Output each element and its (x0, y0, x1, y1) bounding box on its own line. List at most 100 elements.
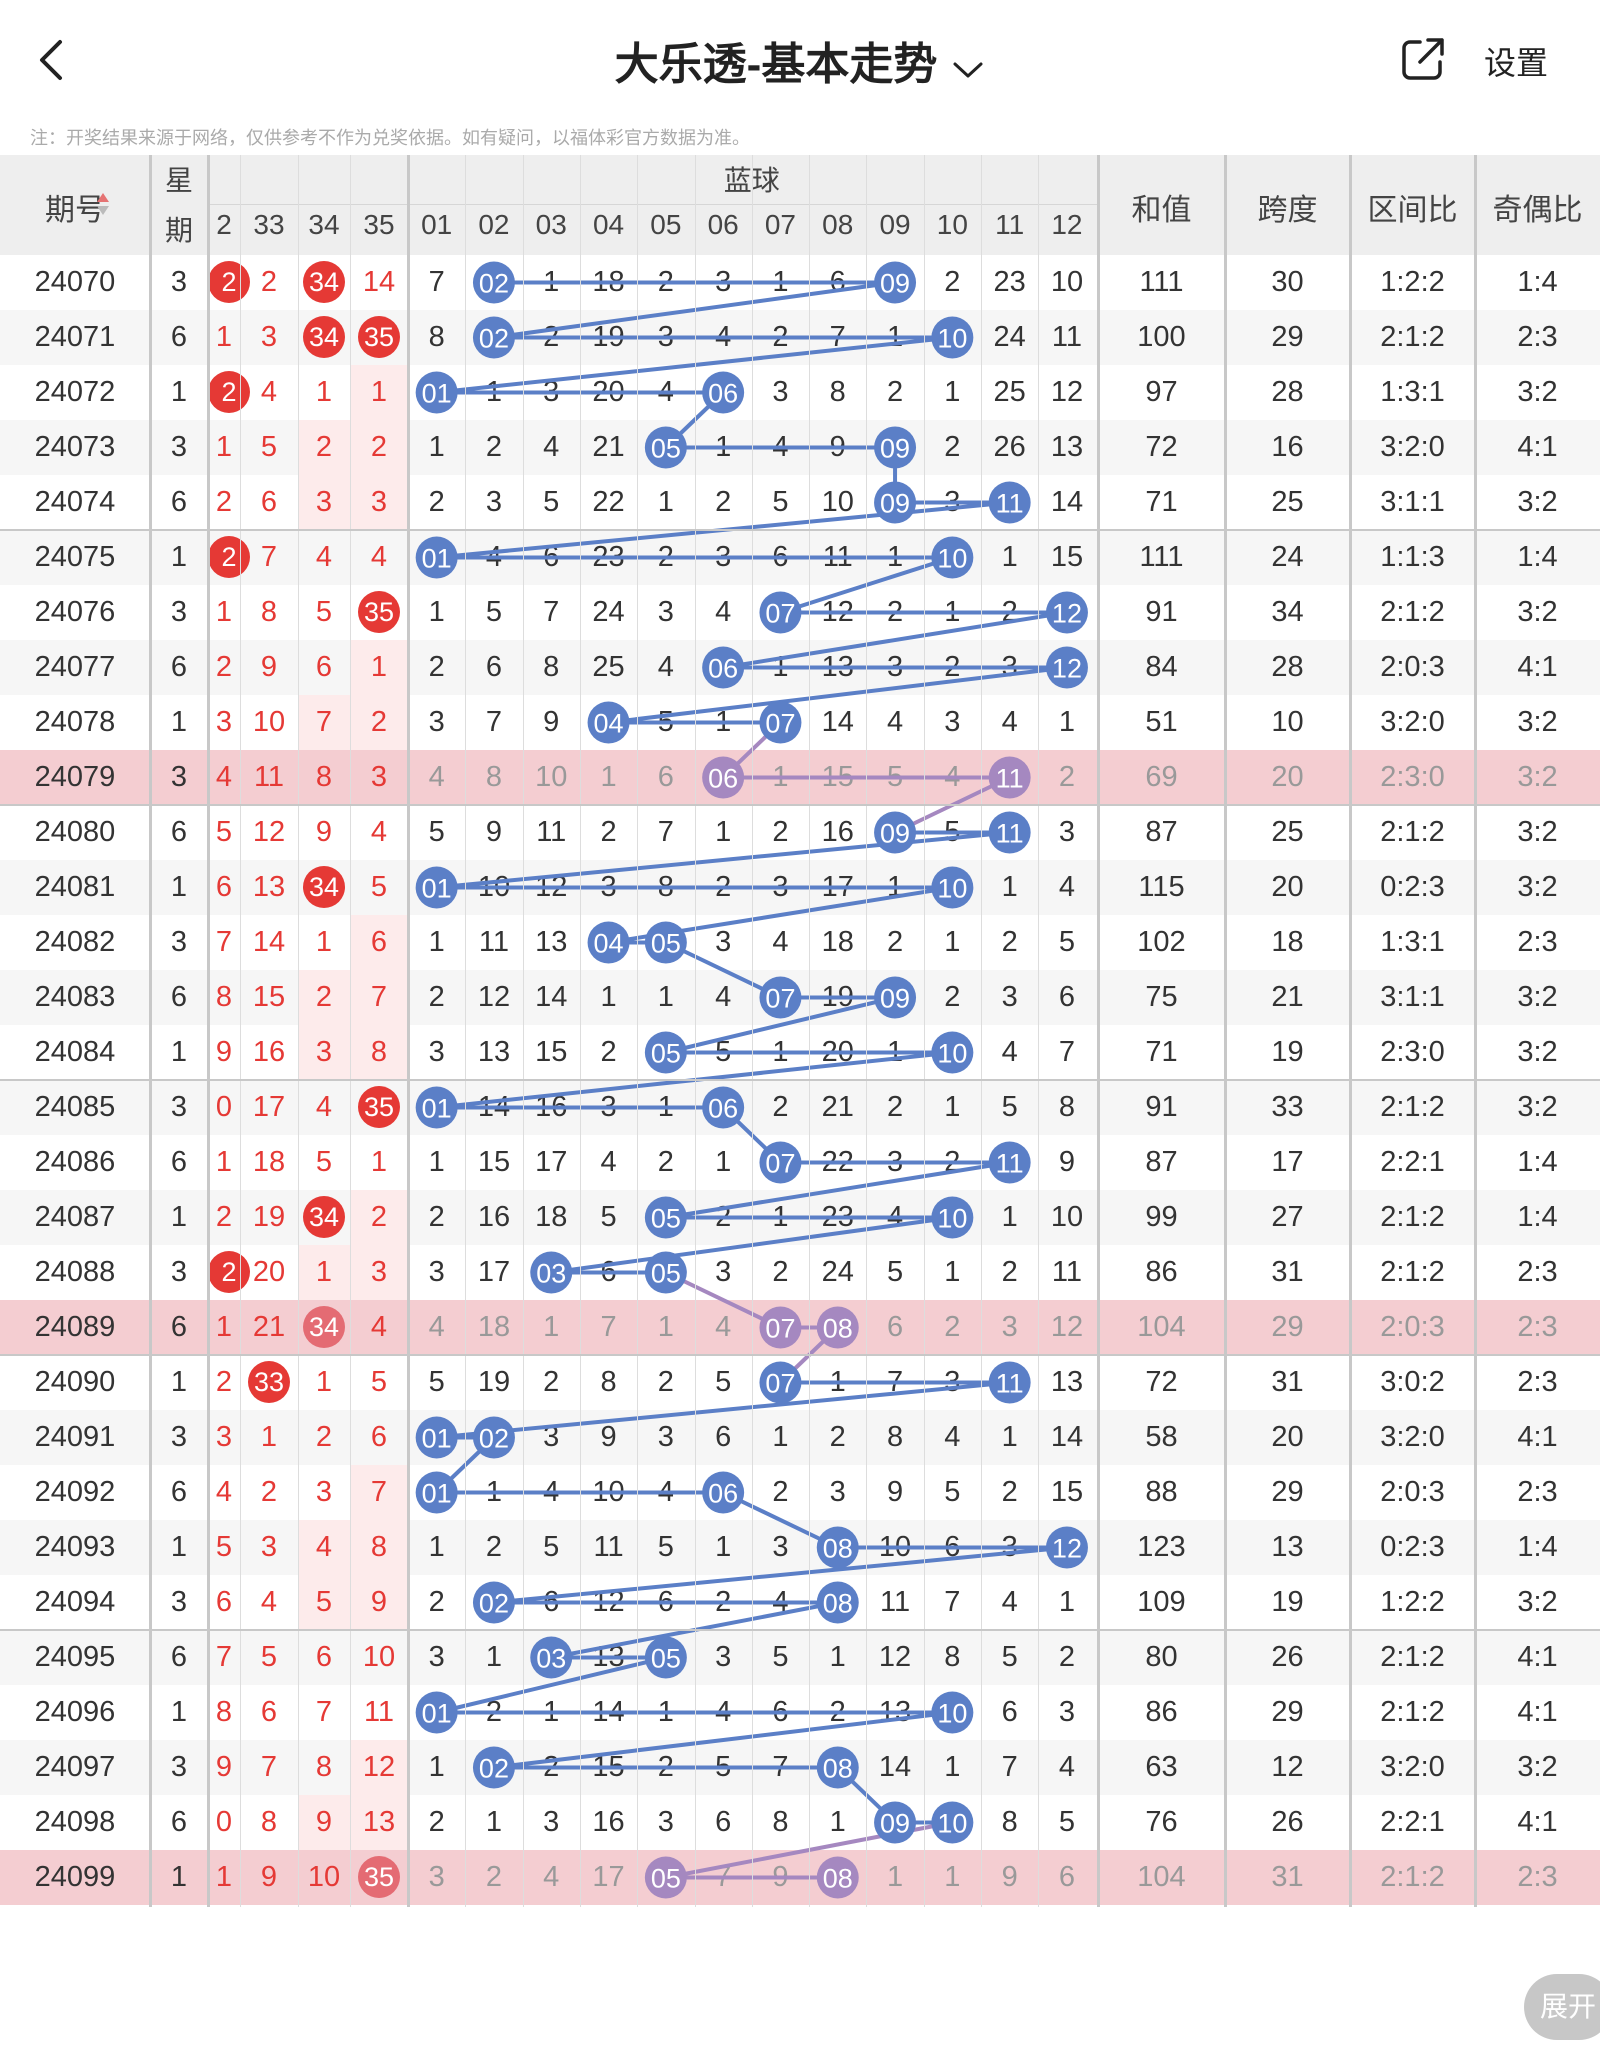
table-row[interactable]: 24086611851115174212232987172:2:11:4 (0, 1135, 1600, 1190)
blue-ball: 09 (874, 426, 917, 469)
table-row[interactable]: 2407462633235221251031471253:1:13:2 (0, 475, 1600, 530)
table-row[interactable]: 24098 6 0 8 9 13 2 1 3 16 3 6 8 1 8 5 76 26 2:2:1 4:1 (0, 1795, 1600, 1850)
svg-text:09: 09 (880, 819, 910, 849)
svg-text:07: 07 (765, 709, 795, 739)
table-row[interactable]: 240853017435141631221215891332:1:23:2 (0, 1080, 1600, 1135)
blue-miss-cell: 13 (1050, 431, 1084, 463)
sum-value: 91 (1145, 596, 1178, 628)
table-row[interactable]: 24083 6 8 15 2 7 2 12 14 1 1 4 19 2 3 6 75 21 3:1:1 3:2 (0, 970, 1600, 1025)
blue-ball: 01 (415, 1086, 458, 1129)
odd-even-ratio: 4:1 (1517, 431, 1558, 463)
blue-miss-cell: 4 (657, 651, 674, 683)
blue-ball: 03 (530, 1636, 573, 1679)
weekday: 3 (170, 926, 188, 958)
sum-value: 72 (1145, 1366, 1178, 1398)
table-row[interactable]: 2408065129459112712165387252:1:23:2 (0, 805, 1600, 860)
blue-miss-cell: 1 (1058, 1586, 1076, 1618)
blue-miss-cell: 7 (1058, 1036, 1076, 1068)
header-blue-col: 05 (650, 209, 682, 240)
table-row[interactable]: 2407331522124211492261372163:2:04:1 (0, 420, 1600, 475)
blue-miss-cell: 24 (993, 321, 1026, 353)
blue-miss-cell: 26 (993, 431, 1026, 463)
svg-text:11: 11 (996, 1369, 1024, 1399)
trend-table[interactable]: 期号星期 2 33 34 35 蓝球 01 02 03 04 05 06 07 08 09 10 11 12 和值跨… (0, 155, 1600, 1907)
front-miss-cell: 9 (260, 1861, 278, 1893)
expand-button[interactable]: 展开 (1524, 1974, 1600, 2040)
red-ball: 35 (358, 591, 400, 633)
blue-miss-cell: 23 (993, 266, 1026, 298)
front-miss-cell: 13 (252, 871, 286, 903)
zone-ratio: 2:0:3 (1380, 1476, 1445, 1508)
front-miss-cell: 1 (315, 926, 333, 958)
blue-miss-cell: 6 (1001, 1696, 1018, 1728)
blue-miss-cell: 15 (1050, 541, 1084, 573)
zone-ratio: 2:2:1 (1380, 1806, 1445, 1838)
red-ball: 2 (208, 261, 250, 303)
header-issue[interactable]: 期号 (45, 194, 105, 227)
front-miss-cell: 4 (315, 541, 333, 573)
blue-miss-cell: 2 (1058, 761, 1076, 793)
odd-even-ratio: 2:3 (1517, 1256, 1558, 1288)
zone-ratio: 2:1:2 (1380, 596, 1445, 628)
front-miss-cell: 3 (298, 475, 350, 530)
blue-miss-cell: 5 (944, 1476, 961, 1508)
blue-miss-cell: 3 (485, 486, 503, 518)
svg-text:06: 06 (708, 1479, 738, 1509)
table-row[interactable]: 2407212411132043821251297281:3:13:2 (0, 365, 1600, 420)
blue-ball: 11 (988, 1361, 1031, 1404)
odd-even-ratio: 4:1 (1517, 1696, 1558, 1728)
table-row[interactable]: 2409739781212152571417463123:2:03:2 (0, 1740, 1600, 1795)
blue-ball: 05 (644, 921, 687, 964)
front-miss-cell: 2 (208, 530, 250, 585)
issue-number: 24084 (34, 1036, 116, 1068)
blue-miss-cell: 3 (657, 1421, 674, 1453)
blue-ball: 09 (874, 1801, 917, 1844)
table-row[interactable]: 2409436459261262411741109191:2:23:2 (0, 1575, 1600, 1630)
blue-ball: 01 (415, 371, 458, 414)
blue-ball: 06 (702, 646, 745, 689)
blue-miss-cell: 8 (772, 1806, 789, 1838)
issue-number: 24078 (34, 706, 116, 738)
issue-number: 24073 (34, 431, 116, 463)
odd-even-ratio: 1:4 (1517, 266, 1558, 298)
trend-line-segment (493, 1710, 953, 1770)
front-miss-cell: 2 (350, 1190, 408, 1245)
settings-button[interactable]: 设置 (1484, 45, 1549, 81)
front-miss-cell: 5 (260, 431, 278, 463)
share-icon[interactable] (1398, 34, 1448, 84)
zone-ratio: 1:3:1 (1380, 926, 1445, 958)
blue-miss-cell: 1 (715, 816, 732, 848)
table-row[interactable]: 24091 3 3 1 2 6 3 9 3 6 1 2 8 4 1 14 58 20 3:2:0 4:1 (0, 1410, 1600, 1465)
table-row[interactable]: 24082 3 7 14 1 6 1 11 13 3 4 18 2 1 2 5 102 18 1:3:1 2:3 (0, 915, 1600, 970)
front-miss-cell: 6 (260, 1696, 278, 1728)
table-row[interactable]: 24095 6 7 5 6 10 3 1 13 3 5 1 12 8 5 2 80 26 2:1:2 4:1 (0, 1630, 1600, 1685)
svg-text:04: 04 (594, 709, 624, 739)
blue-miss-cell: 9 (543, 706, 560, 738)
odd-even-ratio: 3:2 (1517, 376, 1558, 408)
odd-even-ratio: 1:4 (1517, 541, 1558, 573)
table-row[interactable]: 2407032234147118231622310111301:2:21:4 (0, 255, 1600, 310)
page-title-dropdown[interactable]: 大乐透-基本走势 (0, 28, 1600, 92)
weekday: 1 (170, 1861, 188, 1893)
sum-value: 58 (1145, 1421, 1178, 1453)
header-blue-col: 11 (995, 209, 1025, 240)
front-miss-cell: 8 (315, 1751, 333, 1783)
span-value: 24 (1271, 541, 1304, 573)
table-row[interactable]: 2409012331551928251731372313:0:22:3 (0, 1355, 1600, 1410)
weekday: 6 (170, 321, 188, 353)
back-icon[interactable] (28, 30, 78, 90)
sort-icon[interactable] (96, 191, 110, 222)
blue-miss-cell: 1 (772, 1421, 789, 1453)
weekday: 1 (170, 1531, 188, 1563)
blue-ball: 01 (415, 1416, 458, 1459)
weekday: 3 (170, 1256, 188, 1288)
zone-ratio: 3:2:0 (1380, 706, 1445, 738)
issue-number: 24091 (34, 1421, 116, 1453)
table-row[interactable]: 24088322013317632245121186312:1:22:3 (0, 1245, 1600, 1300)
table-row[interactable]: 240781310723795114434151103:2:03:2 (0, 695, 1600, 750)
sum-value: 91 (1145, 1091, 1178, 1123)
front-miss-cell: 8 (260, 1806, 278, 1838)
table-row[interactable]: 24084191638313152512014771192:3:03:2 (0, 1025, 1600, 1080)
table-row[interactable]: 2409315348125115131063123130:2:31:4 (0, 1520, 1600, 1575)
table-row[interactable]: 2407161334358219342712411100292:1:22:3 (0, 310, 1600, 365)
